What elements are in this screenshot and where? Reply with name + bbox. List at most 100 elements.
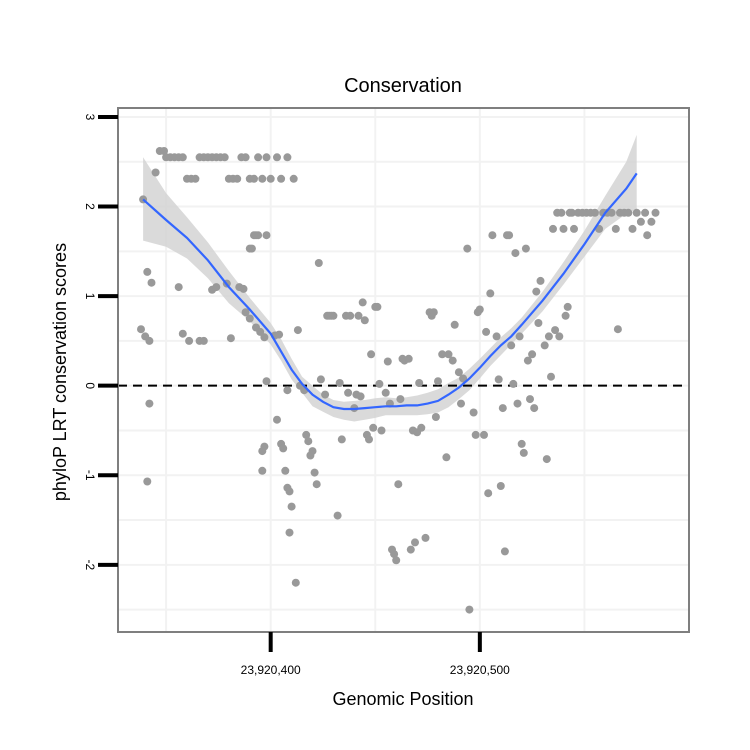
data-point [137, 325, 145, 334]
data-point [147, 278, 156, 287]
chart-title: Conservation [344, 75, 462, 97]
data-point [480, 430, 488, 439]
data-point [250, 174, 258, 183]
data-point [285, 528, 294, 537]
data-point [291, 578, 300, 587]
x-tick-label: 23,920,500 [450, 663, 510, 677]
data-point [536, 276, 545, 285]
data-point [308, 447, 317, 456]
data-point [628, 224, 637, 233]
data-point [256, 327, 265, 336]
data-point [143, 477, 152, 486]
data-point [544, 332, 553, 341]
data-point [463, 244, 472, 253]
data-point [293, 326, 302, 335]
data-point [507, 341, 516, 350]
x-axis-label: Genomic Position [332, 689, 473, 709]
data-point [540, 341, 549, 350]
data-point [411, 538, 419, 547]
data-point [289, 174, 298, 183]
data-point [567, 208, 576, 217]
data-point [287, 502, 296, 511]
data-point [549, 224, 557, 233]
x-tick-label: 23,920,400 [241, 663, 301, 677]
data-point [337, 435, 346, 444]
data-point [465, 605, 474, 614]
data-point [254, 153, 263, 162]
smooth-fit-line [142, 172, 638, 411]
data-point [304, 437, 313, 446]
data-point [431, 413, 440, 421]
data-point [404, 354, 413, 363]
confidence-band [143, 134, 637, 422]
data-point [496, 482, 505, 490]
data-point [245, 314, 254, 323]
data-point [373, 302, 382, 311]
y-tick-label: 3 [83, 114, 97, 121]
data-point [344, 388, 353, 397]
data-point [145, 399, 154, 408]
data-point [438, 350, 447, 359]
data-point [277, 174, 286, 183]
data-point [611, 224, 620, 233]
data-point [354, 311, 363, 320]
data-point [521, 244, 530, 253]
data-point [513, 399, 522, 408]
data-point [377, 426, 386, 435]
data-point [417, 423, 426, 432]
data-point [275, 330, 284, 339]
data-point [212, 283, 221, 292]
data-point [450, 320, 459, 329]
data-point [241, 153, 250, 162]
data-point [335, 379, 344, 387]
data-point [312, 480, 321, 489]
data-point [273, 415, 281, 424]
data-point [174, 283, 183, 292]
data-point [515, 332, 524, 341]
data-point [523, 356, 532, 365]
data-point [434, 377, 442, 386]
data-point [444, 350, 453, 359]
data-point [375, 379, 384, 388]
data-point [532, 287, 541, 296]
data-point [517, 439, 526, 448]
data-point [239, 284, 248, 293]
y-axis: 3 2 1 0 -1 -2 [83, 114, 118, 570]
data-point [528, 350, 537, 359]
data-point [555, 332, 564, 341]
data-point [346, 311, 355, 320]
data-point [511, 249, 520, 258]
data-point [281, 466, 290, 475]
data-point [310, 468, 319, 477]
data-point [329, 311, 338, 320]
data-point [283, 386, 292, 395]
data-point [471, 430, 480, 439]
data-point [457, 399, 465, 408]
data-point [178, 329, 187, 338]
data-point [273, 153, 281, 162]
data-point [561, 311, 570, 320]
data-point [547, 372, 555, 381]
y-tick-label: 1 [83, 293, 97, 300]
data-point [145, 336, 154, 345]
data-point [415, 379, 424, 387]
data-point [390, 550, 399, 559]
data-point [381, 388, 390, 397]
data-point [505, 231, 514, 240]
data-point [429, 308, 438, 317]
data-point [542, 455, 551, 464]
data-point [383, 357, 392, 366]
data-point [258, 466, 267, 475]
data-point [454, 368, 463, 377]
data-point [526, 395, 534, 404]
data-point [500, 547, 509, 556]
y-tick-label: 2 [83, 203, 97, 210]
data-point [557, 208, 566, 217]
x-axis: 23,920,400 23,920,500 [241, 632, 510, 677]
data-point [333, 511, 342, 520]
data-point [360, 316, 369, 325]
data-point [143, 267, 152, 276]
data-point [475, 305, 484, 314]
data-point [624, 208, 633, 217]
